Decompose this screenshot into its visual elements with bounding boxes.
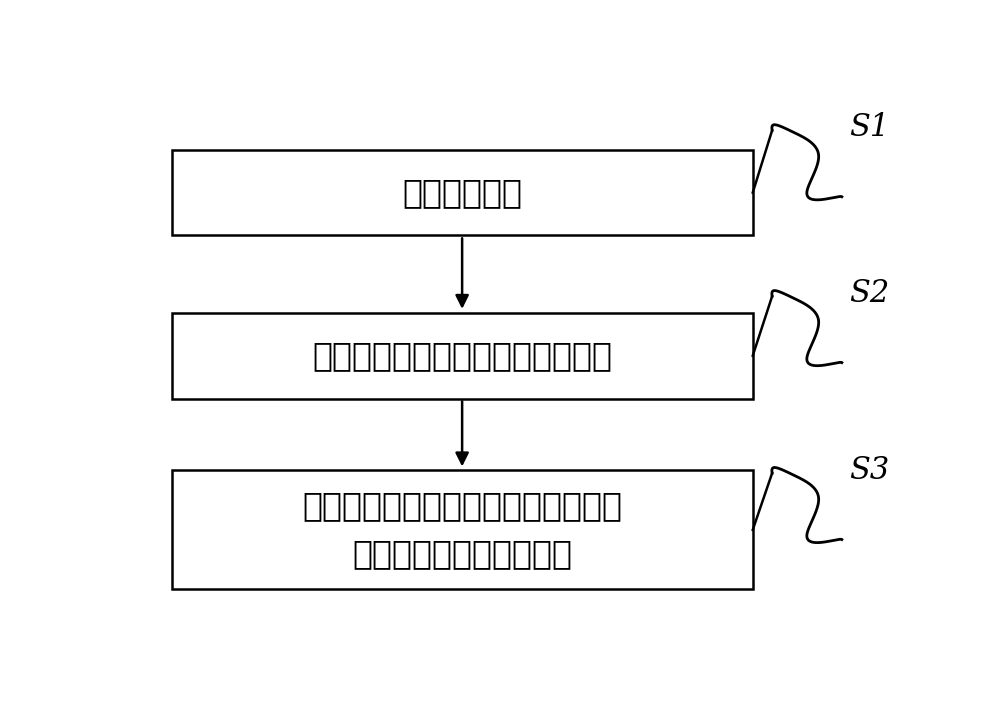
Text: 制备逻辑电路: 制备逻辑电路 [402, 176, 522, 209]
Text: 将所述信号输入电路和信号输出电路
与所述逻辑电路对应连接: 将所述信号输入电路和信号输出电路 与所述逻辑电路对应连接 [302, 489, 622, 571]
Text: S2: S2 [849, 278, 889, 309]
Text: S3: S3 [849, 455, 889, 486]
Text: S1: S1 [849, 112, 889, 143]
Bar [172, 470, 753, 589]
Text: 制备信号输入电路和信号输出电路: 制备信号输入电路和信号输出电路 [312, 339, 612, 372]
Bar [172, 313, 753, 398]
Bar [172, 150, 753, 236]
